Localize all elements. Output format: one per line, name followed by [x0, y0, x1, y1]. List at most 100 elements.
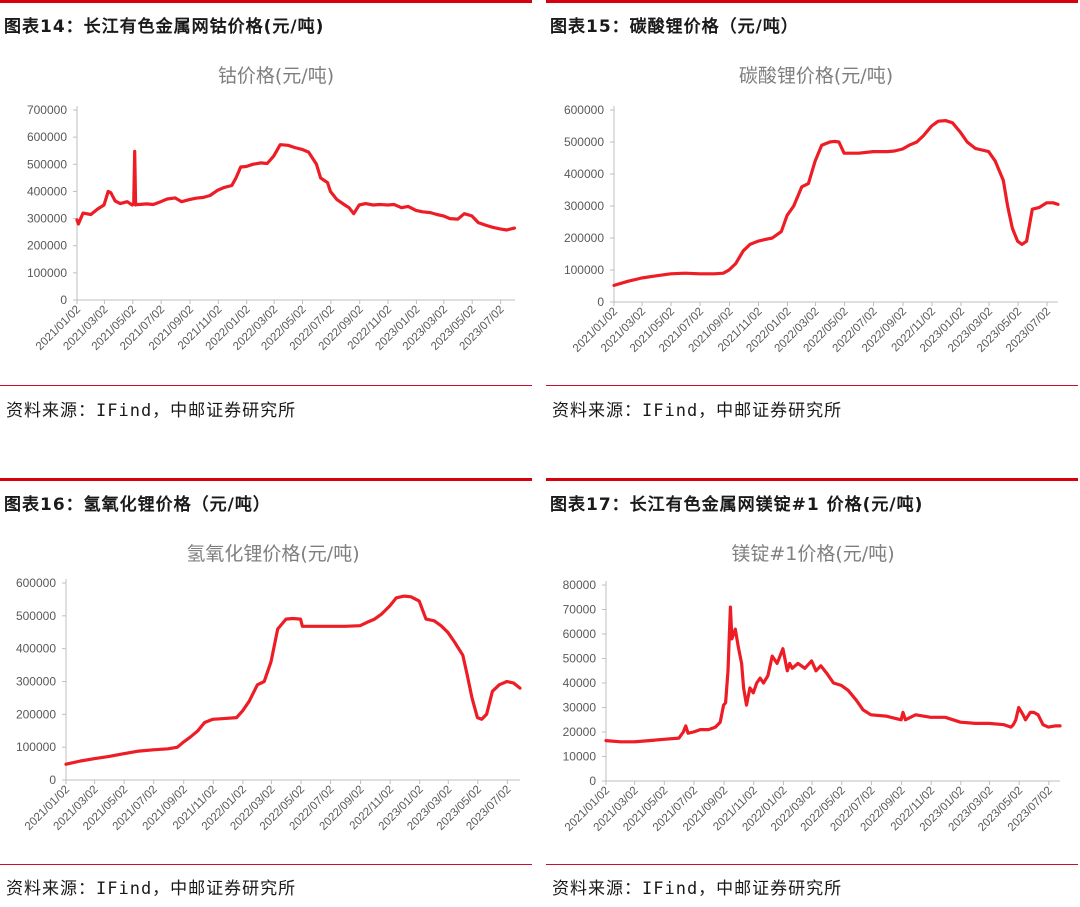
data-point [102, 203, 106, 207]
data-point [435, 213, 439, 216]
data-point [223, 186, 226, 189]
data-point [791, 667, 794, 670]
series-line [604, 605, 1062, 744]
data-point [762, 681, 765, 685]
y-tick-label: 30000 [563, 701, 597, 715]
data-point [234, 176, 238, 180]
data-point [498, 227, 502, 231]
data-point [669, 272, 672, 275]
chart-title: 镁锭#1价格(元/吨) [731, 543, 894, 565]
data-point [648, 739, 651, 742]
data-point [677, 736, 681, 740]
y-tick-label: 20000 [563, 725, 597, 739]
line-chart: 碳酸锂价格(元/吨) 0 100000 200000 300000 400000 50000… [564, 65, 1060, 355]
data-point [1002, 179, 1005, 182]
data-point [692, 730, 695, 734]
data-point [855, 699, 858, 702]
data-point [814, 669, 818, 672]
data-point [159, 200, 162, 203]
data-point [409, 595, 413, 598]
data-point [395, 596, 398, 599]
y-tick-label: 600000 [564, 103, 604, 117]
data-point [406, 205, 410, 208]
data-point [456, 217, 459, 221]
data-point [734, 627, 737, 631]
data-point [842, 152, 846, 155]
data-point [742, 249, 745, 252]
y-tick-label: 200000 [16, 707, 56, 721]
data-point [714, 725, 717, 729]
y-tick-label: 500000 [27, 157, 67, 171]
data-point [291, 617, 294, 620]
data-point [871, 150, 875, 153]
data-point [1016, 240, 1019, 243]
data-point [448, 217, 452, 220]
data-point [1014, 718, 1017, 721]
data-point [477, 221, 480, 224]
data-point [713, 272, 716, 275]
data-point [119, 202, 122, 205]
data-point [476, 716, 479, 719]
data-point [901, 147, 904, 151]
data-point [846, 689, 850, 692]
data-point [1032, 711, 1035, 714]
data-point [807, 182, 810, 185]
data-point [756, 240, 760, 243]
data-point [1012, 723, 1015, 726]
data-point [974, 147, 977, 150]
data-point [951, 121, 954, 125]
data-point [429, 211, 432, 214]
data-point [286, 144, 290, 147]
data-point [373, 617, 376, 621]
data-point [682, 730, 685, 734]
data-point [392, 203, 396, 206]
data-point [944, 716, 947, 719]
data-point [755, 681, 758, 685]
data-point [734, 262, 737, 265]
y-tick-label: 100000 [27, 266, 67, 280]
y-tick-label: 500000 [16, 609, 56, 623]
data-point [259, 161, 262, 165]
data-point [655, 274, 658, 277]
data-point [307, 150, 310, 154]
data-point [173, 196, 177, 200]
data-point [107, 755, 111, 758]
data-point [284, 617, 288, 621]
data-point [315, 163, 318, 166]
line-chart: 镁锭#1价格(元/吨) 0 10000 20000 30000 40000 50000 600… [563, 543, 1062, 834]
data-point [92, 757, 96, 760]
data-point [901, 711, 905, 714]
data-point [686, 732, 690, 735]
data-point [857, 152, 860, 155]
data-point [1020, 243, 1024, 246]
data-point [122, 752, 125, 755]
data-point [235, 716, 238, 719]
data-point [1036, 713, 1040, 716]
y-tick-label: 600000 [16, 576, 56, 590]
data-point [79, 759, 82, 763]
data-point [726, 669, 730, 672]
data-point [319, 176, 322, 180]
data-point [719, 721, 722, 724]
y-tick-label: 200000 [564, 231, 604, 245]
data-point [771, 236, 774, 240]
line-chart: 钴价格(元/吨) 0 100000 200000 300000 400000 500000 6… [27, 65, 517, 353]
data-point [239, 165, 242, 169]
data-point [959, 721, 962, 724]
data-point [485, 224, 488, 227]
data-point [188, 198, 191, 201]
data-point [758, 676, 762, 680]
data-point [832, 140, 836, 143]
data-point [781, 647, 785, 650]
source-note: 资料来源：IFind，中邮证券研究所 [552, 879, 843, 899]
series-line [612, 118, 1060, 287]
data-point [1045, 201, 1048, 204]
panel-top-rule [0, 478, 532, 481]
y-tick-label: 200000 [27, 239, 67, 253]
data-point [196, 729, 199, 732]
data-point [358, 203, 361, 207]
data-point [380, 613, 383, 616]
data-point [241, 709, 244, 713]
chart-title: 钴价格(元/吨) [218, 65, 334, 87]
chart-title: 氢氧化锂价格(元/吨) [186, 543, 359, 565]
